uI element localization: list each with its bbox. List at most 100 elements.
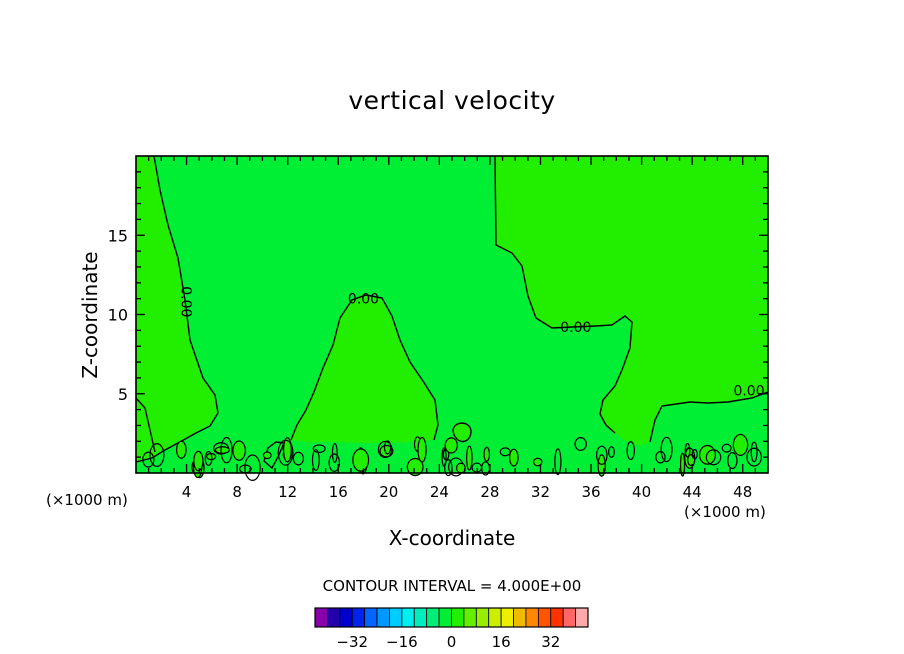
contour-label: 0.00 (178, 286, 194, 317)
positive-region-2 (495, 156, 768, 446)
y-tick-label: 5 (118, 385, 128, 404)
contour-label: 0.00 (733, 384, 764, 400)
colorbar-swatch (463, 607, 477, 628)
noise-contour (444, 459, 453, 477)
noise-contour (214, 446, 231, 454)
noise-contour (596, 445, 608, 465)
noise-contour (508, 448, 519, 467)
x-tick-label: 4 (182, 483, 192, 501)
noise-contour (532, 457, 543, 467)
x-tick-label: 28 (480, 483, 499, 501)
noise-contour (679, 452, 686, 477)
colorbar-swatch (475, 607, 490, 628)
noise-contour (574, 437, 587, 451)
x-tick-label: 48 (733, 483, 752, 501)
colorbar-swatch (351, 607, 366, 628)
colorbar-swatch (451, 607, 465, 628)
contour-label: 0.00 (348, 292, 379, 308)
colorbar-swatch (550, 607, 564, 628)
contour-label: 0.00 (560, 320, 591, 336)
noise-contour (705, 449, 722, 466)
colorbar-swatch (562, 607, 576, 628)
colorbar-frame (314, 607, 589, 628)
noise-contour (142, 451, 155, 468)
noise-contour (727, 451, 738, 470)
zero-contour-5 (452, 422, 472, 443)
zero-contour-4 (290, 294, 439, 441)
zero-contour-7 (263, 441, 286, 470)
zero-contour-3 (649, 391, 769, 443)
noise-contour (311, 449, 320, 471)
zero-contour-2 (494, 155, 633, 434)
colorbar-swatch (500, 607, 514, 628)
colorbar-swatch (401, 607, 415, 628)
noise-contour (455, 462, 466, 474)
x-tick-label: 16 (329, 483, 348, 501)
x-tick-label: 44 (683, 483, 702, 501)
colorbar-swatch (364, 607, 378, 628)
noise-contour (554, 448, 562, 476)
noise-contour (312, 444, 326, 454)
noise-contour (383, 440, 392, 455)
colorbar-swatch (389, 607, 403, 628)
colorbar-swatch (575, 607, 589, 628)
y-tick-label: 10 (108, 306, 128, 325)
colorbar-swatch (376, 607, 390, 628)
noise-contour (608, 446, 615, 458)
colorbar-tick-label: 32 (541, 633, 560, 651)
x-axis-label: X-coordinate (388, 526, 516, 550)
noise-contour (352, 448, 370, 472)
x-unit-label-left: (×1000 m) (46, 491, 128, 509)
colorbar-swatch (413, 607, 428, 628)
noise-contour (262, 451, 272, 460)
colorbar-tick-label: −32 (336, 633, 368, 651)
noise-contour (483, 446, 491, 462)
noise-contour (417, 436, 427, 463)
x-tick-label: 32 (531, 483, 550, 501)
x-unit-label-right: (×1000 m) (684, 503, 766, 521)
colorbar-swatch (488, 607, 502, 628)
noise-contour (746, 447, 763, 467)
noise-contour (444, 437, 458, 454)
colorbar-tick-label: −16 (386, 633, 418, 651)
colorbar-swatch (339, 607, 353, 628)
noise-contour (377, 440, 393, 459)
noise-contour (220, 436, 233, 464)
noise-contour (687, 454, 696, 467)
noise-contour (626, 441, 636, 461)
noise-contour (655, 451, 666, 464)
contour-interval-text: CONTOUR INTERVAL = 4.000E+00 (322, 577, 582, 595)
x-tick-label: 40 (632, 483, 651, 501)
zero-contour-1 (135, 155, 219, 463)
x-tick-label: 8 (232, 483, 242, 501)
noise-contour (750, 441, 758, 463)
noise-contour (277, 439, 294, 466)
colorbar-swatch (327, 607, 341, 628)
noise-contour (660, 436, 673, 463)
colorbar-tick-label: 0 (447, 633, 457, 651)
colorbar-swatch (438, 607, 452, 628)
x-tick-label: 36 (581, 483, 600, 501)
x-tick-label: 24 (430, 483, 449, 501)
noise-contour (499, 447, 511, 457)
noise-contour (331, 443, 338, 463)
chart-title: vertical velocity (348, 86, 556, 115)
colorbar-swatch (525, 607, 539, 628)
noise-contour (406, 457, 424, 477)
noise-contour (466, 445, 473, 471)
noise-contour (175, 440, 187, 459)
noise-contour (684, 442, 691, 458)
noise-contour (232, 440, 246, 461)
positive-region-4 (453, 423, 471, 442)
noise-contour (149, 443, 165, 468)
noise-contour (441, 447, 447, 467)
noise-contour (244, 454, 261, 481)
noise-contour (328, 453, 341, 472)
colorbar-tick-label: 16 (492, 633, 511, 651)
colorbar-swatch (426, 607, 440, 628)
positive-region-3 (291, 295, 438, 443)
noise-contour (732, 433, 749, 456)
x-tick-label: 12 (278, 483, 297, 501)
noise-contour (193, 450, 204, 472)
